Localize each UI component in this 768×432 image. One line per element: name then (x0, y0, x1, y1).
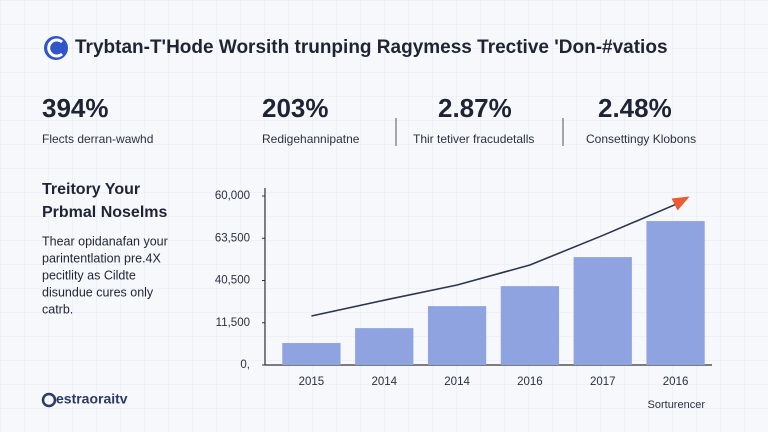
sidebar-body: catrb. (42, 302, 73, 316)
y-tick-label: 11,500 (216, 317, 250, 329)
x-tick-label: 2017 (590, 376, 616, 388)
stat-value: 2.48% (598, 93, 672, 123)
bar (500, 286, 560, 365)
y-tick-label: 40,500 (215, 275, 250, 287)
stat-label: Redigehannipatne (262, 132, 360, 146)
header-icon (44, 36, 68, 60)
stat-value: 2.87% (438, 93, 512, 123)
y-tick-label: 0, (240, 359, 250, 371)
stat-label: Thir tetiver fracudetalls (413, 132, 534, 146)
sidebar-heading: Treitory Your (42, 181, 140, 198)
x-tick-label: 2016 (517, 376, 543, 388)
sidebar-heading: Prbmal Noselms (42, 204, 167, 221)
header-title: Trybtan-T'Hode Worsith trunping Ragymess… (75, 37, 668, 58)
stat-value: 203% (262, 93, 329, 123)
sidebar-body: disundue cures only (42, 285, 154, 299)
sidebar-body: pecitlity as Cildte (42, 268, 136, 282)
bar (646, 221, 705, 365)
stat-label: Consettingy Klobons (586, 132, 696, 146)
logo: estraoraitv (41, 391, 128, 408)
bar (573, 257, 632, 365)
bar (427, 306, 487, 365)
x-tick-label: 2015 (299, 376, 325, 388)
bar (282, 343, 341, 365)
y-tick-label: 63,500 (215, 232, 250, 244)
sidebar-body: parintentlation pre.4X (42, 251, 161, 265)
bar (355, 328, 414, 365)
sidebar-body: Thear opidanafan your (42, 234, 168, 248)
y-tick-label: 60,000 (215, 190, 250, 202)
stat-value: 394% (42, 93, 109, 123)
stat-label: Flects derran-wawhd (42, 132, 153, 146)
trend-arrow (671, 196, 690, 211)
trend-line (311, 203, 676, 317)
source: Sorturencer (648, 399, 706, 411)
x-tick-label: 2016 (663, 376, 689, 388)
logo-text: estraoraitv (56, 391, 128, 407)
x-tick-label: 2014 (444, 376, 470, 388)
x-tick-label: 2014 (371, 376, 397, 388)
